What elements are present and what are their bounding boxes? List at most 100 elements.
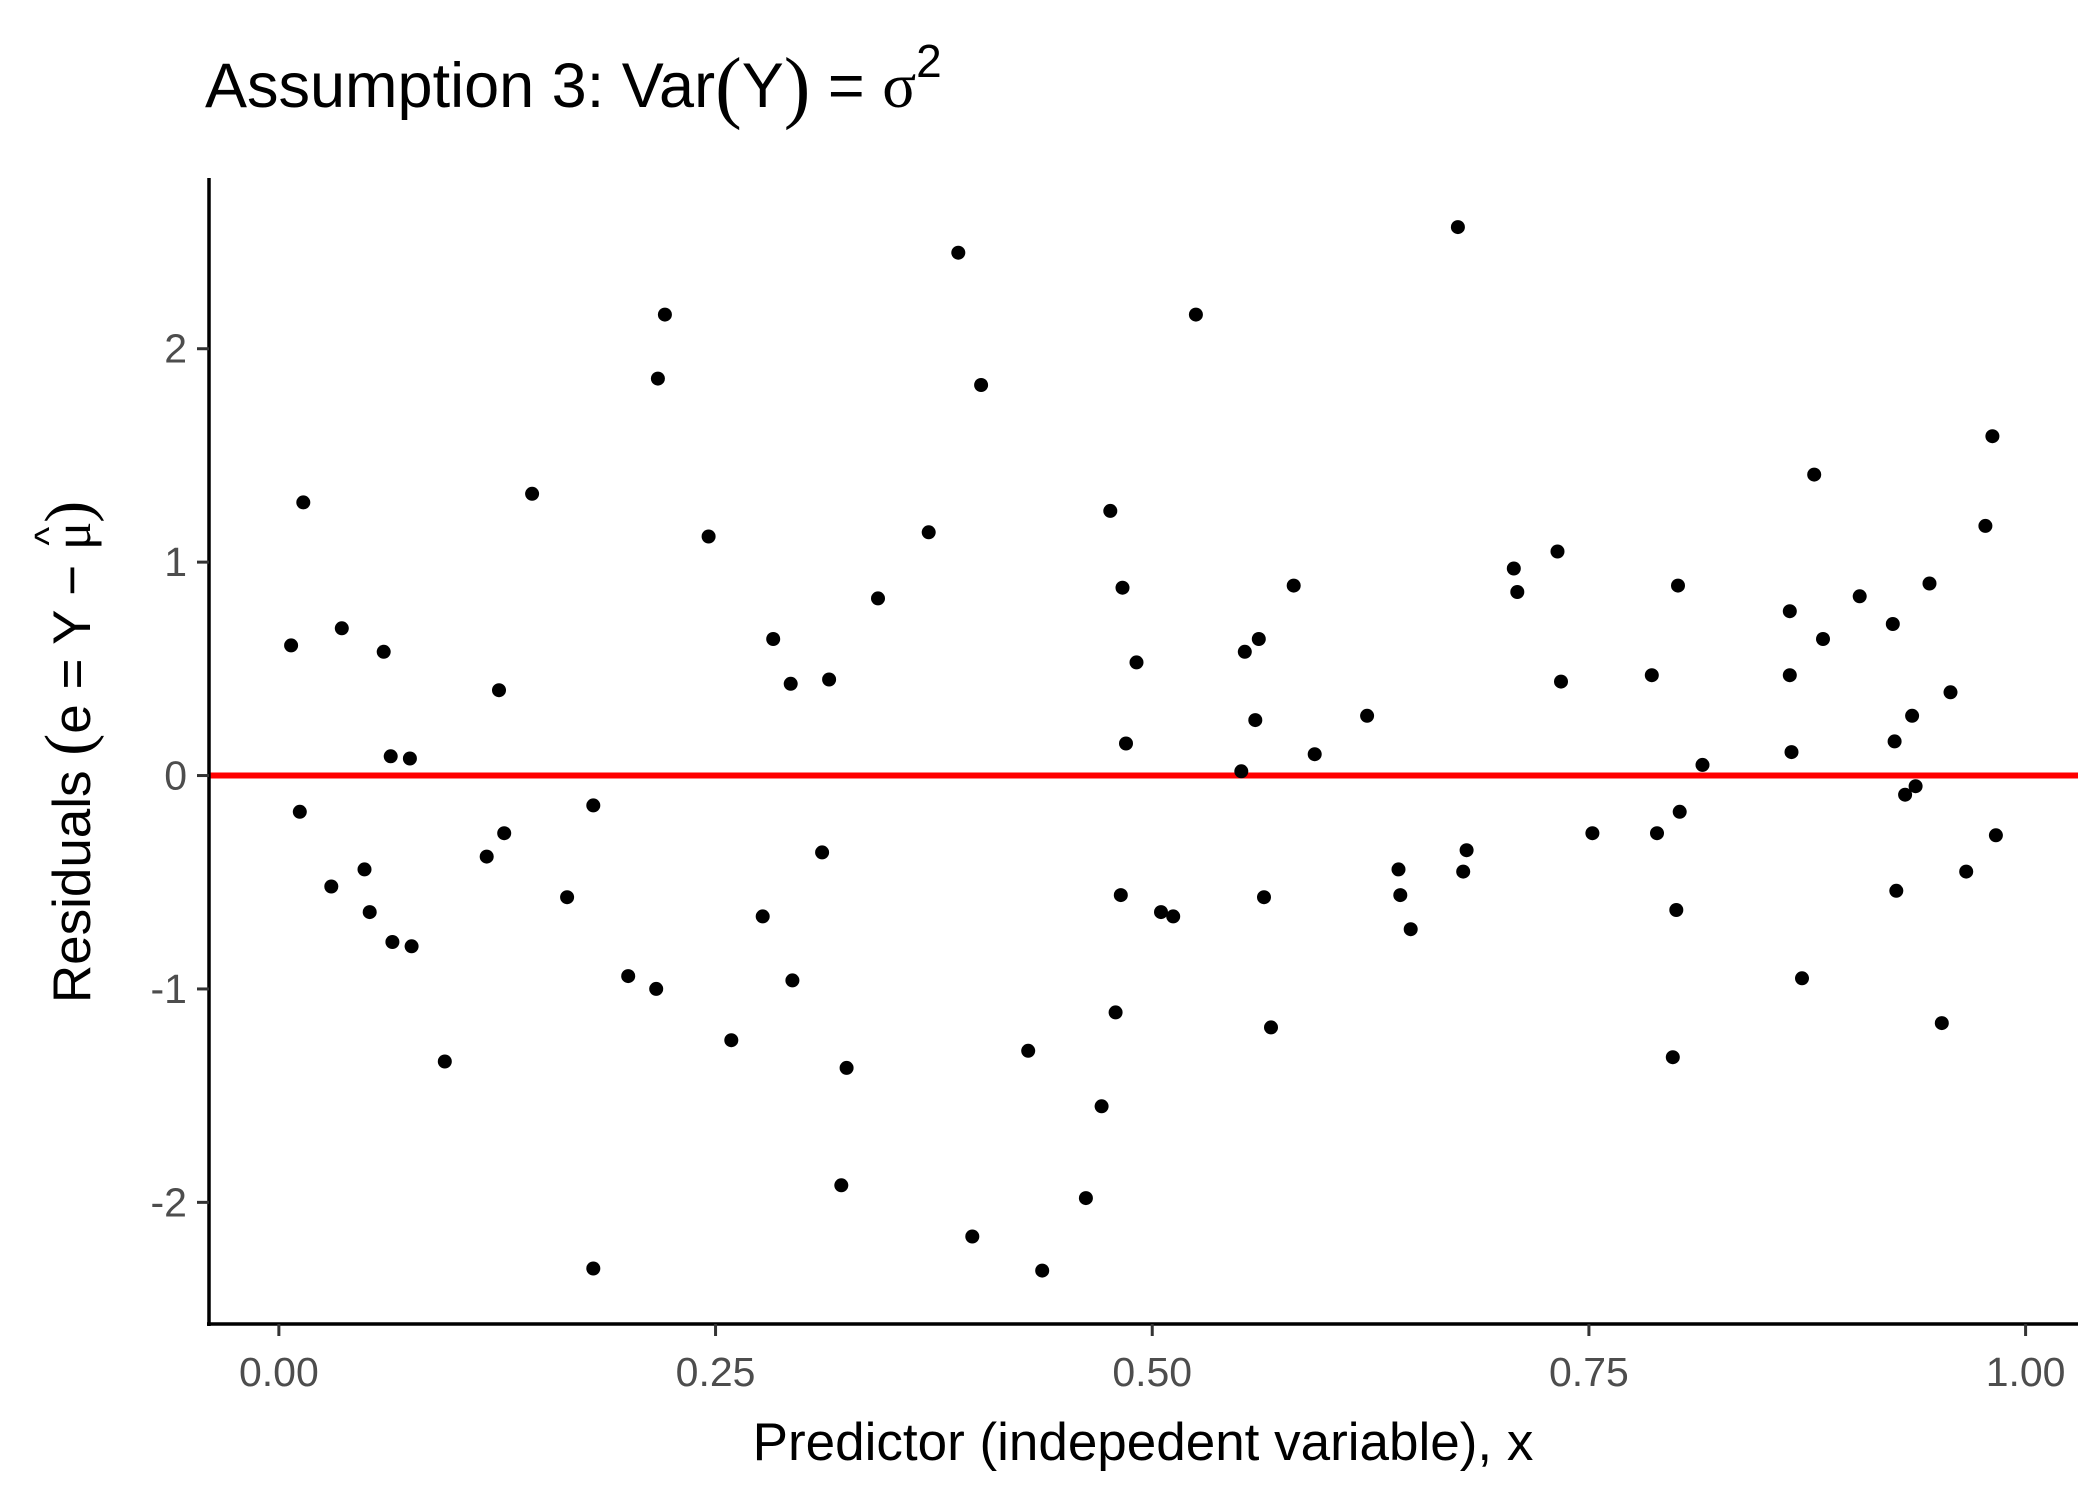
data-point xyxy=(1510,585,1525,599)
data-point xyxy=(1506,561,1521,576)
data-point xyxy=(1554,674,1568,689)
data-point xyxy=(1286,578,1301,593)
data-point xyxy=(376,644,391,659)
chart-title: Assumption 3: Var(Y) = σ2 xyxy=(205,35,942,131)
data-point xyxy=(839,1060,854,1075)
data-point xyxy=(1665,1050,1680,1065)
data-point xyxy=(1154,905,1168,920)
data-point xyxy=(834,1178,849,1193)
data-point xyxy=(525,486,540,501)
data-point xyxy=(1248,713,1263,728)
data-point xyxy=(1784,745,1799,760)
data-point xyxy=(1943,685,1958,700)
data-point xyxy=(1669,903,1684,917)
x-tick-label: 1.00 xyxy=(1986,1349,2066,1395)
data-point xyxy=(724,1033,739,1048)
data-point xyxy=(1782,668,1797,683)
data-point xyxy=(1360,708,1375,723)
data-point xyxy=(292,804,307,819)
data-point xyxy=(822,672,837,687)
data-point xyxy=(1816,632,1830,646)
data-point xyxy=(1251,632,1266,646)
data-point xyxy=(1403,922,1418,937)
x-axis-ticks: 0.00 0.25 0.50 0.75 1.00 xyxy=(239,1324,2066,1395)
x-tick-label: 0.50 xyxy=(1112,1349,1192,1395)
data-point xyxy=(1644,668,1659,683)
data-point xyxy=(766,632,781,646)
data-point xyxy=(1898,787,1913,802)
data-point xyxy=(1671,578,1685,593)
y-tick-label: 0 xyxy=(164,753,187,799)
data-point xyxy=(1550,544,1565,559)
x-tick-label: 0.25 xyxy=(676,1349,756,1395)
data-point xyxy=(296,495,311,510)
data-point xyxy=(1650,826,1664,841)
data-point xyxy=(1985,429,2000,444)
data-point xyxy=(1129,655,1144,670)
data-point xyxy=(1115,580,1130,595)
data-point xyxy=(1852,589,1867,604)
data-point xyxy=(1934,1016,1949,1031)
data-point xyxy=(965,1229,980,1244)
data-point xyxy=(1108,1005,1123,1020)
data-point xyxy=(1459,843,1474,858)
data-point xyxy=(1094,1099,1109,1114)
data-point xyxy=(1908,779,1923,794)
data-point xyxy=(785,973,800,988)
data-point xyxy=(921,525,936,540)
data-point xyxy=(1113,888,1128,903)
data-point xyxy=(1021,1043,1036,1058)
data-point xyxy=(1391,862,1406,877)
data-point xyxy=(1035,1263,1050,1278)
data-point xyxy=(657,307,672,322)
data-point xyxy=(284,638,299,653)
x-tick-label: 0.00 xyxy=(239,1349,319,1395)
data-point xyxy=(383,749,398,764)
data-point xyxy=(649,981,664,996)
data-point xyxy=(492,683,506,698)
data-point xyxy=(815,845,830,860)
data-point xyxy=(1103,503,1118,518)
data-point xyxy=(783,676,798,691)
data-point xyxy=(1807,467,1822,482)
y-tick-label: -2 xyxy=(151,1179,187,1225)
data-point xyxy=(650,371,665,386)
ylabel-mu: μ xyxy=(44,522,102,550)
data-point xyxy=(1889,883,1904,898)
data-point xyxy=(871,591,885,606)
data-point xyxy=(1456,864,1471,879)
data-point xyxy=(1188,307,1203,322)
title-paren-open: ( xyxy=(715,43,742,131)
data-point xyxy=(1119,736,1133,751)
y-tick-label: 1 xyxy=(164,539,187,585)
data-point xyxy=(357,862,372,877)
data-point xyxy=(1978,518,1993,533)
data-point xyxy=(437,1054,452,1069)
data-point xyxy=(560,890,575,905)
data-point xyxy=(1307,747,1322,762)
data-point xyxy=(479,849,494,864)
data-point xyxy=(334,621,349,636)
data-point xyxy=(1166,909,1181,924)
data-point xyxy=(497,826,512,841)
data-point xyxy=(621,969,636,984)
ylabel-hat: ^ xyxy=(27,527,71,546)
ylabel-paren-open: ( xyxy=(32,734,105,756)
data-point xyxy=(1585,826,1600,841)
y-tick-label: 2 xyxy=(164,326,187,372)
x-axis-title: Predictor (indepedent variable), x xyxy=(753,1413,1534,1472)
ylabel-paren-close: ) xyxy=(32,501,105,523)
data-point xyxy=(951,245,966,260)
y-axis-title: Residuals (e = Y − μ^) xyxy=(27,501,105,1003)
data-point xyxy=(701,529,716,544)
data-point xyxy=(385,935,400,949)
data-point xyxy=(1795,971,1809,986)
data-point xyxy=(586,1261,601,1276)
data-point xyxy=(1078,1191,1093,1206)
data-point xyxy=(1988,828,2003,843)
data-point xyxy=(1264,1020,1278,1035)
data-point xyxy=(755,909,770,924)
data-point xyxy=(1887,734,1902,749)
